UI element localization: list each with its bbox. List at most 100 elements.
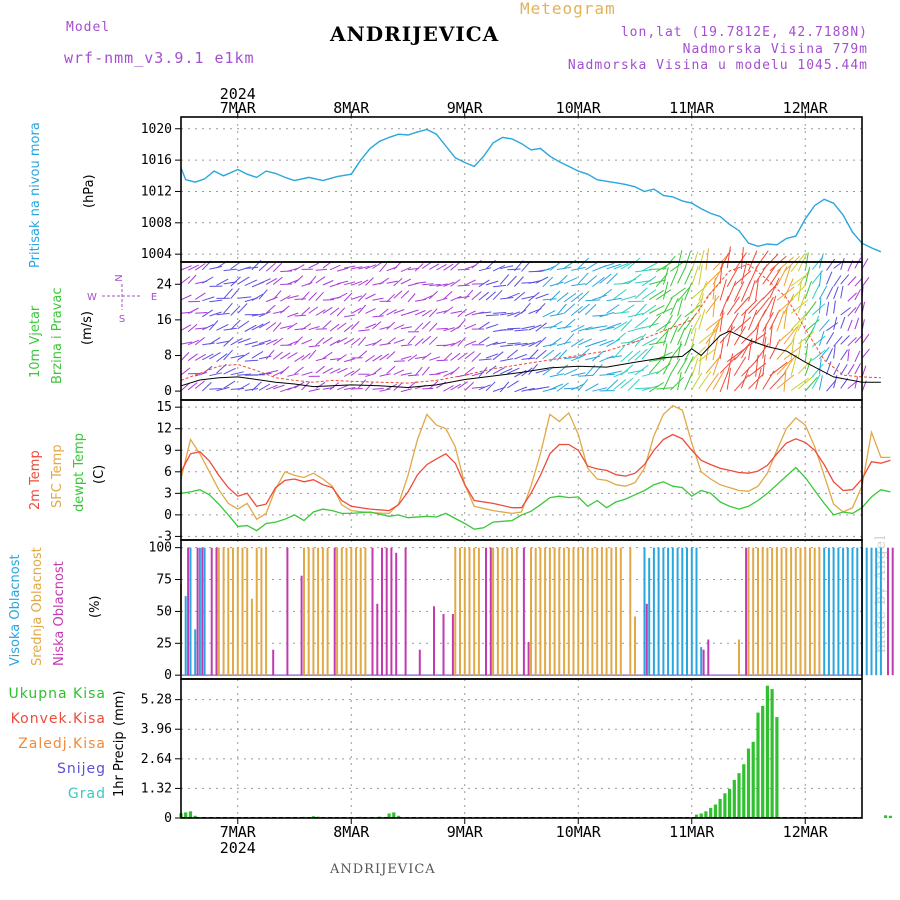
wind-arrow <box>776 358 793 376</box>
precip-bar <box>770 689 774 818</box>
wind-arrow <box>322 367 333 374</box>
high-cloud-bar <box>643 547 646 676</box>
mid-cloud-bar <box>804 547 807 676</box>
cloud-tick-label: 0 <box>164 668 172 683</box>
high-cloud-bar <box>652 547 655 676</box>
wind-arrow <box>627 350 641 362</box>
wind-arrow <box>272 322 282 332</box>
wind-arrow <box>670 376 684 391</box>
wind-arrow <box>769 372 786 390</box>
wind-arrow <box>861 258 869 270</box>
wind-arrow <box>769 361 788 377</box>
mid-cloud-bar <box>591 547 594 676</box>
compass-e: E <box>151 292 157 303</box>
wind-arrow <box>329 323 340 332</box>
wind-arrow <box>308 345 320 348</box>
wind-arrow <box>847 292 857 302</box>
wind-arrow <box>733 356 747 376</box>
wind-arrow <box>833 300 836 314</box>
model-altitude-label: Nadmorska Visina u modelu 1045.44m <box>567 58 868 73</box>
wind-arrow <box>627 300 645 303</box>
wind-arrow <box>351 280 363 286</box>
wind-arrow <box>740 367 750 389</box>
wind-arrow <box>514 291 526 302</box>
high-cloud-bar <box>690 547 693 676</box>
wind-arrow <box>698 249 705 271</box>
wind-arrow <box>180 352 190 361</box>
high-cloud-bar <box>865 547 868 676</box>
wind-arrow <box>315 357 327 362</box>
wind-arrow <box>429 283 441 287</box>
wind-arrow <box>684 356 694 374</box>
wind-arrow <box>769 277 780 299</box>
high-cloud-bar <box>837 547 840 676</box>
wind-arrow <box>280 352 291 360</box>
wind-arrow <box>521 302 531 314</box>
wind-arrow <box>549 261 562 271</box>
mid-cloud-bar <box>317 547 320 676</box>
wind-arrow <box>840 378 849 389</box>
wind-arrow <box>740 309 747 332</box>
wind-arrow <box>811 349 826 361</box>
mid-cloud-bar <box>260 547 263 676</box>
wind-arrow <box>570 324 585 333</box>
precip-bar <box>184 812 188 818</box>
wind-arrow <box>201 382 212 392</box>
wind-arrow <box>272 290 282 300</box>
wind-arrow <box>620 364 634 376</box>
wind-arrow <box>677 250 683 269</box>
wind-arrow <box>237 373 252 376</box>
wind-arrow <box>705 248 709 271</box>
wind-arrow <box>308 275 317 286</box>
low-cloud-bar <box>196 547 199 676</box>
low-cloud-bar <box>442 614 445 676</box>
wind-arrow <box>344 314 356 318</box>
low-cloud-bar <box>333 547 336 676</box>
wind-arrow <box>258 311 271 318</box>
wind-arrow <box>783 293 795 314</box>
wind-arrow <box>251 350 264 359</box>
wind-arrow <box>613 346 625 359</box>
wind-arrow <box>677 371 682 391</box>
wind-arrow <box>350 337 361 346</box>
wind-arrow <box>216 340 230 344</box>
wind-arrow <box>379 326 391 330</box>
precip-tick-label: 3.96 <box>141 722 172 737</box>
wind-arrow <box>698 354 702 376</box>
wind-arrow <box>180 265 192 271</box>
wind-arrow <box>620 350 634 363</box>
wind-arrow <box>634 269 652 273</box>
wind-arrow <box>535 386 550 390</box>
wind-arrow <box>471 311 485 316</box>
wind-arrow <box>294 336 303 346</box>
page-title: ANDRIJEVICA <box>330 22 500 46</box>
mid-cloud-bar <box>496 547 499 676</box>
wind-arrow <box>712 354 721 376</box>
wind-arrow <box>223 336 234 347</box>
wind-arrow <box>748 338 753 360</box>
wind-arrow <box>691 297 704 314</box>
wind-arrow <box>818 358 822 374</box>
high-cloud-bar <box>832 547 835 676</box>
wind-arrow <box>422 283 434 286</box>
wind-arrow <box>599 288 613 299</box>
wind-arrow <box>429 373 441 376</box>
wind-arrow <box>840 285 844 299</box>
wind-arrow <box>712 370 725 391</box>
wind-arrow <box>436 283 448 287</box>
wind-arrow <box>535 302 546 314</box>
wind-arrow <box>429 263 440 270</box>
wind-arrow <box>272 351 283 360</box>
wind-arrow <box>414 338 424 347</box>
wind-arrow <box>762 312 774 332</box>
wind-arrow <box>826 331 835 345</box>
wind-arrow <box>606 272 618 285</box>
wind-arrow <box>421 261 432 269</box>
precip-bar <box>756 712 760 818</box>
wind-arrow <box>563 292 577 303</box>
wind-arrow <box>684 343 695 361</box>
wind-arrow <box>769 266 783 286</box>
mid-cloud-bar <box>586 547 589 676</box>
wind-arrow <box>804 266 811 285</box>
pressure-tick-label: 1012 <box>141 184 172 199</box>
